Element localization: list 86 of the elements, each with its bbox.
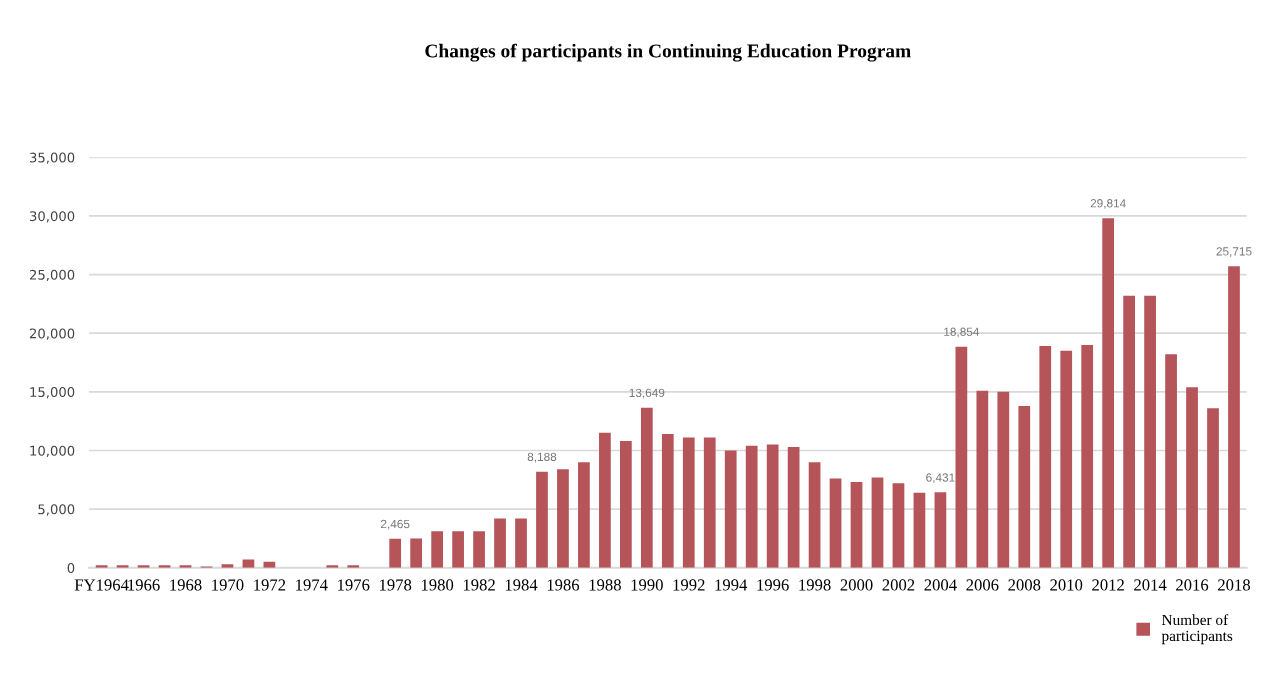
bar bbox=[1228, 266, 1240, 568]
data-label: 18,854 bbox=[944, 327, 980, 338]
bar bbox=[1081, 344, 1094, 568]
y-tick-label: 25,000 bbox=[29, 269, 75, 282]
bar bbox=[452, 531, 464, 568]
bar bbox=[578, 462, 590, 568]
data-label: 6,431 bbox=[926, 473, 955, 484]
bar bbox=[473, 531, 485, 568]
bar bbox=[1123, 295, 1135, 568]
x-tick-label: 1972 bbox=[254, 579, 286, 591]
x-tick-label: 2016 bbox=[1176, 579, 1209, 591]
data-label: 29,814 bbox=[1090, 199, 1126, 209]
bar bbox=[913, 492, 926, 568]
x-tick-label: 2006 bbox=[966, 579, 999, 591]
y-tick-label: 20,000 bbox=[29, 328, 75, 340]
data-label: 25,715 bbox=[1216, 247, 1252, 257]
bar bbox=[703, 437, 716, 568]
x-tick-label: 2018 bbox=[1218, 579, 1251, 591]
x-tick-label: 2012 bbox=[1092, 579, 1124, 591]
x-tick-label: 1998 bbox=[799, 579, 831, 591]
x-tick-label: 1976 bbox=[338, 579, 370, 591]
bar bbox=[766, 444, 779, 568]
bar bbox=[850, 482, 863, 568]
bar bbox=[871, 477, 884, 568]
x-tick-label: 2004 bbox=[924, 579, 957, 591]
x-tick-label: 1980 bbox=[421, 579, 454, 591]
x-tick-label: 1992 bbox=[673, 579, 705, 591]
x-tick-label: 1986 bbox=[547, 579, 580, 591]
x-tick-label: 1974 bbox=[296, 579, 328, 591]
bar bbox=[619, 441, 632, 568]
y-tick-label: 35,000 bbox=[29, 152, 75, 164]
x-tick-label: 1984 bbox=[505, 579, 538, 591]
y-tick-label: 15,000 bbox=[30, 387, 75, 399]
bar bbox=[787, 446, 800, 568]
x-tick-label: 1968 bbox=[170, 579, 202, 591]
x-tick-label: 1990 bbox=[631, 579, 663, 591]
chart-title: Changes of participants in Continuing Education Program bbox=[425, 43, 911, 62]
x-tick-label: 1996 bbox=[757, 579, 789, 591]
x-tick-label: 1970 bbox=[212, 579, 244, 591]
bar bbox=[682, 437, 695, 568]
x-tick-label: 1966 bbox=[128, 579, 160, 591]
x-tick-label: 2002 bbox=[882, 579, 915, 591]
bar bbox=[1060, 350, 1073, 568]
x-tick-label: 2010 bbox=[1050, 579, 1083, 591]
data-label: 8,188 bbox=[527, 452, 557, 463]
bar bbox=[1165, 354, 1177, 568]
x-tick-label: FY1964 bbox=[74, 579, 129, 591]
bar bbox=[808, 462, 821, 568]
bar bbox=[410, 538, 423, 568]
bar bbox=[1207, 408, 1219, 568]
bar bbox=[431, 531, 444, 568]
legend-label: Number of participants bbox=[1161, 614, 1233, 645]
x-tick-label: 1994 bbox=[715, 579, 748, 591]
bar bbox=[640, 407, 653, 568]
bar bbox=[955, 346, 968, 568]
x-tick-label: 1982 bbox=[463, 579, 495, 591]
bar bbox=[997, 391, 1010, 568]
bar bbox=[1039, 346, 1052, 568]
bar bbox=[389, 538, 402, 568]
data-label: 2,465 bbox=[381, 519, 410, 530]
y-tick-label: 5,000 bbox=[38, 504, 75, 516]
bar bbox=[557, 469, 569, 568]
y-tick-label: 10,000 bbox=[30, 445, 75, 458]
bar bbox=[976, 390, 989, 568]
x-tick-label: 2000 bbox=[840, 579, 873, 591]
x-tick-label: 2008 bbox=[1008, 579, 1041, 591]
x-tick-label: 1978 bbox=[380, 579, 412, 591]
bar bbox=[724, 450, 737, 568]
x-tick-label: 2014 bbox=[1134, 579, 1167, 591]
bar bbox=[599, 432, 611, 568]
y-tick-label: 0 bbox=[67, 562, 75, 573]
bar bbox=[1144, 295, 1156, 568]
bar bbox=[515, 518, 527, 568]
bar bbox=[1018, 405, 1031, 568]
bar bbox=[892, 483, 905, 568]
x-tick-label: 1988 bbox=[589, 579, 621, 591]
bar bbox=[661, 434, 674, 568]
bar bbox=[494, 518, 506, 568]
y-tick-label: 30,000 bbox=[29, 211, 75, 223]
bar bbox=[536, 471, 548, 568]
bar bbox=[934, 492, 947, 568]
bar bbox=[829, 478, 842, 568]
data-label: 13,649 bbox=[629, 388, 665, 399]
bar bbox=[1102, 218, 1115, 568]
bar bbox=[745, 445, 758, 568]
bar bbox=[1186, 387, 1198, 568]
